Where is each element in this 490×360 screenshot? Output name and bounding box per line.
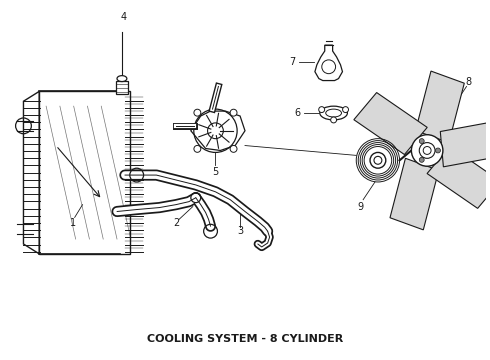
Ellipse shape: [320, 106, 347, 120]
Text: 8: 8: [466, 77, 471, 86]
Text: 5: 5: [212, 167, 219, 177]
Text: 4: 4: [121, 13, 127, 22]
Ellipse shape: [117, 76, 127, 82]
Text: 7: 7: [289, 57, 295, 67]
Polygon shape: [390, 158, 439, 230]
Circle shape: [343, 107, 348, 113]
Circle shape: [194, 109, 201, 116]
Circle shape: [436, 148, 441, 153]
Polygon shape: [427, 147, 490, 208]
Circle shape: [230, 145, 237, 152]
Circle shape: [412, 135, 443, 166]
Circle shape: [194, 145, 201, 152]
Circle shape: [318, 107, 325, 113]
Polygon shape: [441, 120, 490, 167]
Text: 3: 3: [237, 226, 243, 236]
Text: 1: 1: [70, 218, 76, 228]
Text: COOLING SYSTEM - 8 CYLINDER: COOLING SYSTEM - 8 CYLINDER: [147, 334, 343, 345]
Ellipse shape: [326, 109, 342, 117]
Text: 6: 6: [294, 108, 300, 118]
Bar: [116, 81, 128, 94]
Polygon shape: [416, 71, 465, 143]
Circle shape: [419, 139, 424, 144]
Circle shape: [419, 157, 424, 162]
Bar: [39, 91, 130, 254]
Polygon shape: [354, 93, 427, 154]
Text: 2: 2: [173, 218, 179, 228]
Circle shape: [230, 109, 237, 116]
Text: 9: 9: [357, 202, 363, 212]
Circle shape: [331, 117, 337, 123]
